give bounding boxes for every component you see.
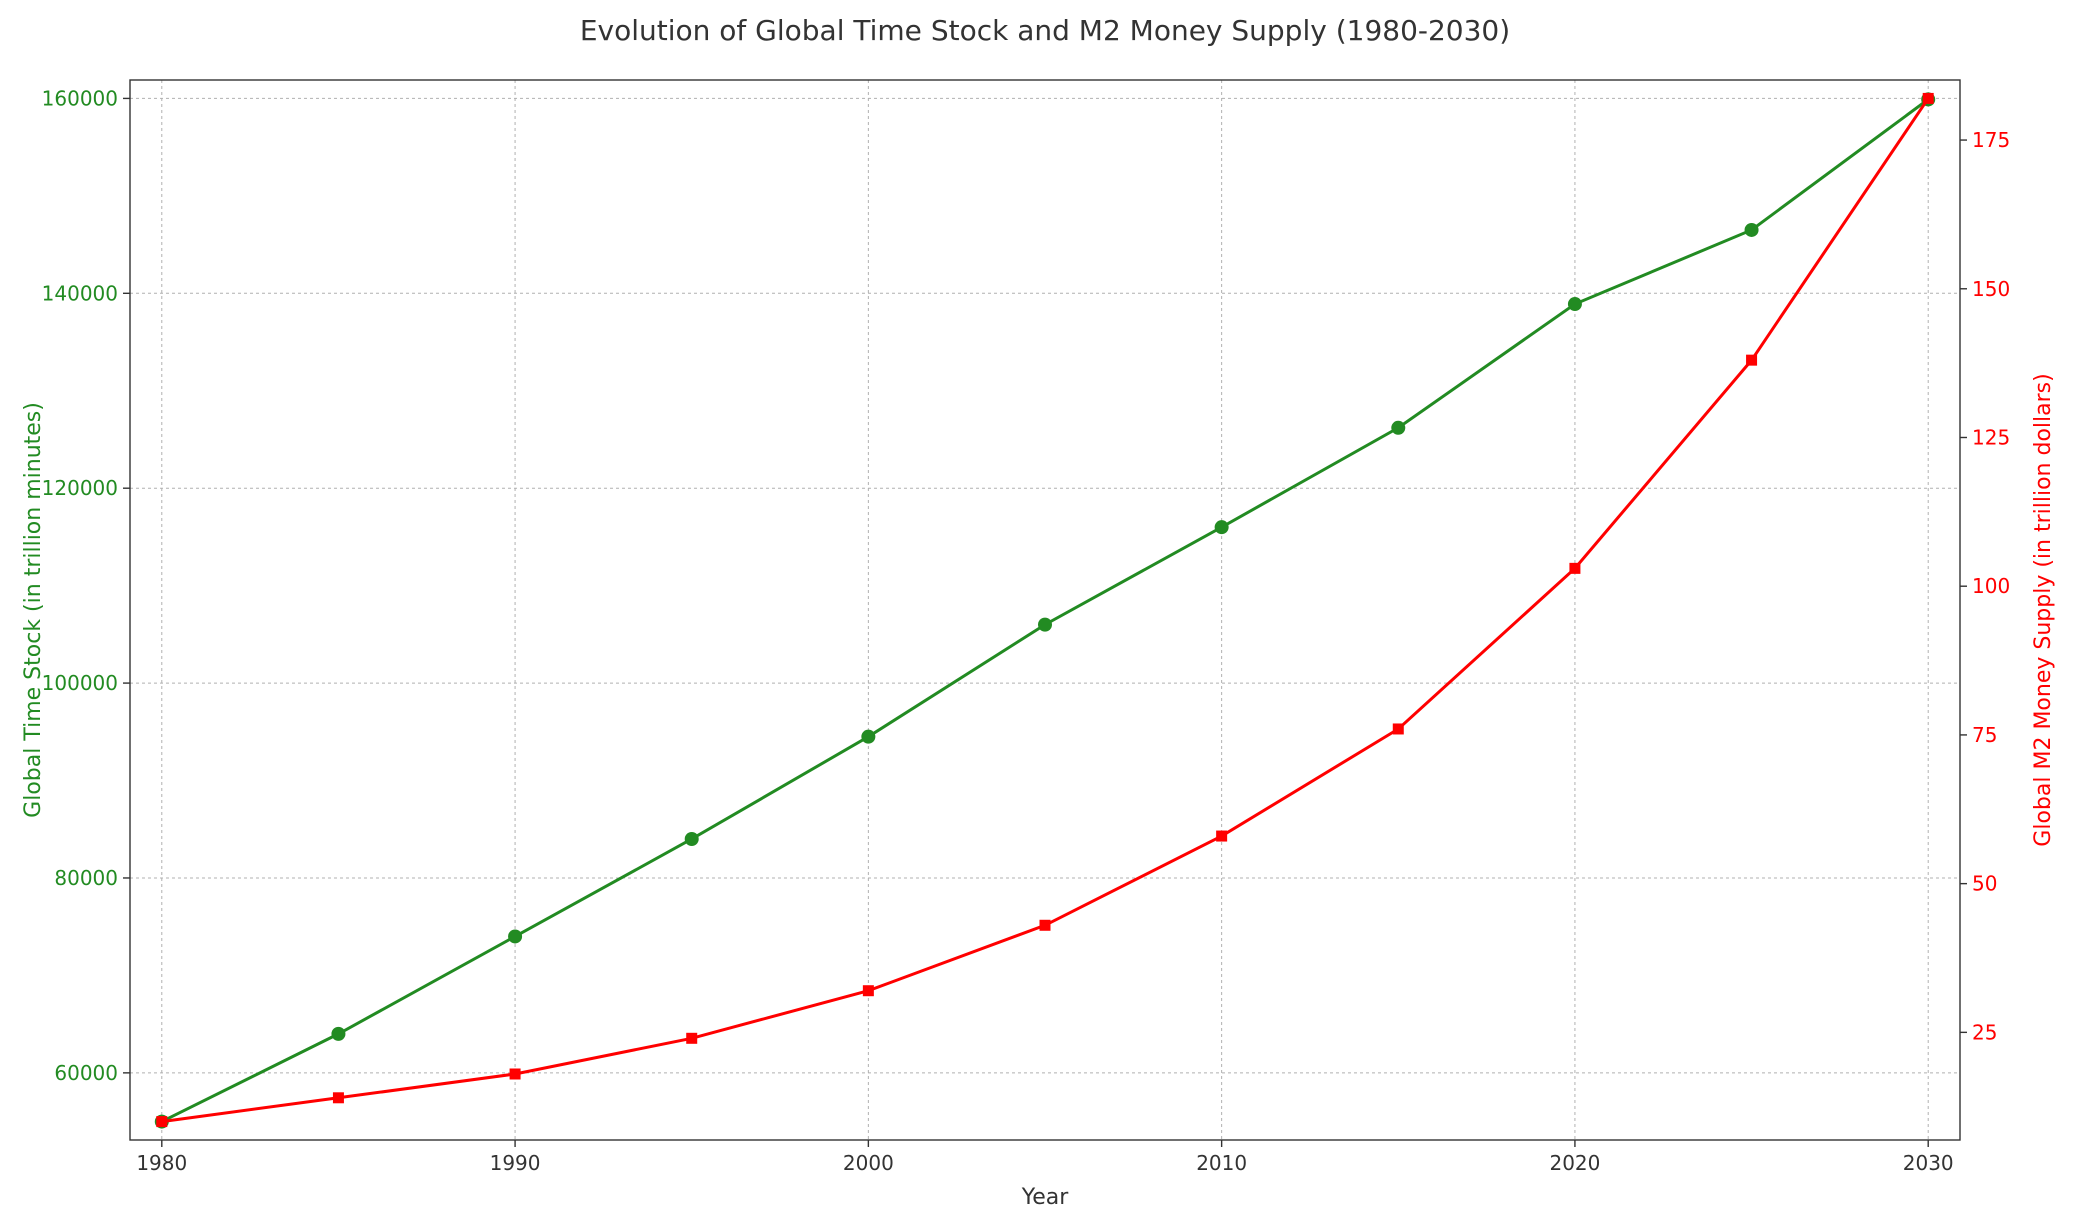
marker-square bbox=[1216, 831, 1227, 842]
marker-square bbox=[863, 985, 874, 996]
marker-square bbox=[1393, 723, 1404, 734]
marker-square bbox=[686, 1033, 697, 1044]
marker-square bbox=[156, 1116, 167, 1127]
marker-circle bbox=[1391, 421, 1405, 435]
y-right-tick-label: 100 bbox=[1972, 574, 2010, 598]
x-tick-label: 2000 bbox=[843, 1151, 894, 1175]
y-right-axis-label: Global M2 Money Supply (in trillion doll… bbox=[2031, 373, 2056, 846]
y-left-tick-label: 140000 bbox=[42, 281, 118, 305]
marker-circle bbox=[1215, 520, 1229, 534]
y-right-tick-label: 125 bbox=[1972, 425, 2010, 449]
y-right-tick-label: 25 bbox=[1972, 1020, 1997, 1044]
marker-square bbox=[1923, 93, 1934, 104]
y-right-tick-label: 75 bbox=[1972, 723, 1997, 747]
marker-circle bbox=[1038, 618, 1052, 632]
y-left-tick-label: 100000 bbox=[42, 671, 118, 695]
marker-circle bbox=[508, 929, 522, 943]
chart-svg: 1980 1990 2000 2010 2020 2030 60000 80000 100000… bbox=[0, 0, 2086, 1223]
x-axis-label: Year bbox=[1021, 1185, 1070, 1210]
x-tick-label: 1980 bbox=[136, 1151, 187, 1175]
x-tick-label: 2020 bbox=[1549, 1151, 1600, 1175]
marker-square bbox=[1569, 563, 1580, 574]
y-left-tick-label: 160000 bbox=[42, 86, 118, 110]
marker-square bbox=[1746, 355, 1757, 366]
y-right-tick-label: 150 bbox=[1972, 277, 2010, 301]
marker-square bbox=[1040, 920, 1051, 931]
y-right-tick-label: 175 bbox=[1972, 128, 2010, 152]
marker-square bbox=[510, 1068, 521, 1079]
y-left-axis-label: Global Time Stock (in trillion minutes) bbox=[21, 402, 46, 818]
chart-title: Evolution of Global Time Stock and M2 Mo… bbox=[580, 14, 1510, 47]
marker-square bbox=[333, 1092, 344, 1103]
x-tick-label: 1990 bbox=[490, 1151, 541, 1175]
marker-circle bbox=[1568, 297, 1582, 311]
y-left-tick-label: 80000 bbox=[54, 866, 118, 890]
chart-container: 1980 1990 2000 2010 2020 2030 60000 80000 100000… bbox=[0, 0, 2086, 1223]
y-left-tick-label: 120000 bbox=[42, 476, 118, 500]
x-tick-label: 2030 bbox=[1903, 1151, 1954, 1175]
y-left-tick-label: 60000 bbox=[54, 1061, 118, 1085]
y-right-tick-label: 50 bbox=[1972, 872, 1997, 896]
marker-circle bbox=[685, 832, 699, 846]
marker-circle bbox=[861, 730, 875, 744]
x-tick-label: 2010 bbox=[1196, 1151, 1247, 1175]
marker-circle bbox=[331, 1027, 345, 1041]
marker-circle bbox=[1745, 223, 1759, 237]
